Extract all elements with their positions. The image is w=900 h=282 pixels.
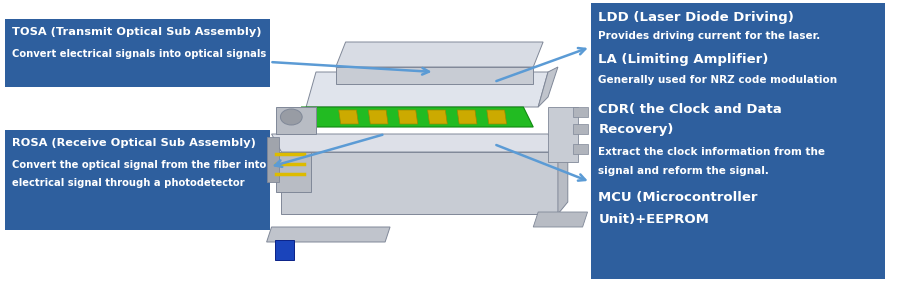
Polygon shape (487, 110, 507, 124)
Polygon shape (548, 107, 578, 162)
Polygon shape (276, 107, 316, 134)
Text: CDR( the Clock and Data: CDR( the Clock and Data (598, 103, 782, 116)
Text: MCU (Microcontroller: MCU (Microcontroller (598, 191, 758, 204)
Text: Convert the optical signal from the fiber into an: Convert the optical signal from the fibe… (12, 160, 284, 170)
Polygon shape (572, 124, 588, 134)
Polygon shape (428, 110, 447, 124)
Text: Generally used for NRZ code modulation: Generally used for NRZ code modulation (598, 75, 838, 85)
Polygon shape (266, 227, 390, 242)
Polygon shape (272, 134, 558, 152)
Text: Provides driving current for the laser.: Provides driving current for the laser. (598, 31, 821, 41)
Polygon shape (368, 110, 388, 124)
Polygon shape (302, 107, 533, 127)
Text: electrical signal through a photodetector: electrical signal through a photodetecto… (12, 178, 245, 188)
FancyBboxPatch shape (590, 3, 885, 279)
Polygon shape (398, 110, 418, 124)
Text: Unit)+EEPROM: Unit)+EEPROM (598, 213, 709, 226)
Polygon shape (266, 137, 280, 182)
Text: LDD (Laser Diode Driving): LDD (Laser Diode Driving) (598, 11, 795, 24)
Polygon shape (274, 240, 294, 260)
Polygon shape (572, 144, 588, 154)
Polygon shape (336, 67, 533, 84)
Text: LA (Limiting Amplifier): LA (Limiting Amplifier) (598, 53, 769, 66)
Text: TOSA (Transmit Optical Sub Assembly): TOSA (Transmit Optical Sub Assembly) (12, 27, 261, 37)
Polygon shape (276, 152, 311, 192)
Text: ROSA (Receive Optical Sub Assembly): ROSA (Receive Optical Sub Assembly) (12, 138, 256, 148)
FancyBboxPatch shape (4, 130, 270, 230)
Polygon shape (306, 72, 548, 107)
Text: Recovery): Recovery) (598, 123, 674, 136)
Polygon shape (533, 212, 588, 227)
Text: Extract the clock information from the: Extract the clock information from the (598, 147, 825, 157)
Polygon shape (457, 110, 477, 124)
Text: signal and reform the signal.: signal and reform the signal. (598, 166, 770, 176)
Polygon shape (572, 107, 588, 117)
Polygon shape (282, 152, 558, 214)
Polygon shape (538, 67, 558, 107)
Text: Convert electrical signals into optical signals: Convert electrical signals into optical … (12, 49, 266, 59)
FancyBboxPatch shape (4, 19, 270, 87)
Polygon shape (558, 134, 568, 214)
Polygon shape (336, 42, 543, 67)
Ellipse shape (281, 109, 302, 125)
Polygon shape (338, 110, 358, 124)
